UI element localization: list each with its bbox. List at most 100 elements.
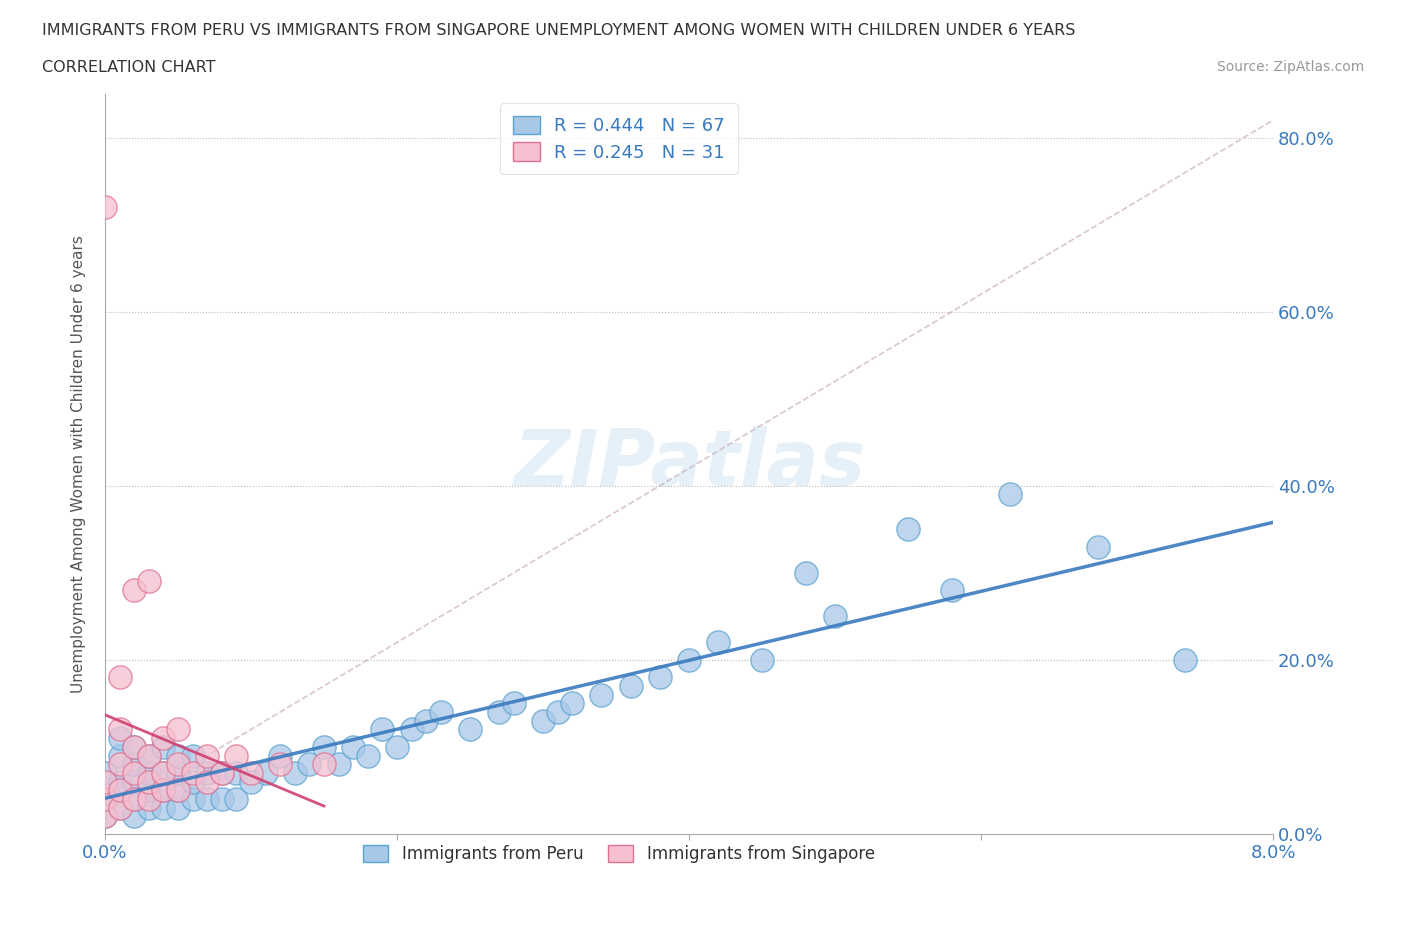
Point (138, 791, 160, 806)
Point (152, 739, 174, 754)
Point (138, 774, 160, 789)
Point (152, 731, 174, 746)
Point (385, 739, 408, 754)
Point (108, 783, 131, 798)
Point (108, 774, 131, 789)
Point (167, 757, 190, 772)
Point (152, 765, 174, 780)
Point (94, 791, 117, 806)
Point (225, 765, 247, 780)
Point (94, 765, 117, 780)
Point (152, 783, 174, 798)
Point (415, 713, 437, 728)
Point (1174, 652, 1197, 667)
Point (94, 200, 117, 215)
Point (357, 748, 380, 763)
Point (430, 705, 453, 720)
Point (138, 765, 160, 780)
Point (298, 757, 321, 772)
Point (240, 765, 263, 780)
Point (941, 583, 963, 598)
Point (94, 809, 117, 824)
Point (561, 696, 583, 711)
Point (284, 765, 307, 780)
Text: IMMIGRANTS FROM PERU VS IMMIGRANTS FROM SINGAPORE UNEMPLOYMENT AMONG WOMEN WITH : IMMIGRANTS FROM PERU VS IMMIGRANTS FROM … (42, 23, 1076, 38)
Point (195, 774, 218, 789)
Point (195, 748, 218, 763)
Point (94, 774, 117, 789)
Point (167, 722, 190, 737)
Point (167, 783, 190, 798)
Legend: Immigrants from Peru, Immigrants from Singapore: Immigrants from Peru, Immigrants from Si… (357, 839, 882, 870)
Point (122, 757, 145, 772)
Point (342, 739, 364, 754)
Point (108, 783, 131, 798)
Point (547, 705, 569, 720)
Point (240, 774, 263, 789)
Point (707, 635, 730, 650)
Point (211, 765, 233, 780)
Point (181, 748, 204, 763)
Point (1000, 487, 1022, 502)
Point (122, 809, 145, 824)
Point (371, 722, 394, 737)
Point (108, 670, 131, 684)
Point (167, 801, 190, 816)
Point (225, 791, 247, 806)
Text: CORRELATION CHART: CORRELATION CHART (42, 60, 215, 75)
Point (269, 748, 291, 763)
Point (108, 748, 131, 763)
Point (94, 791, 117, 806)
Point (678, 652, 700, 667)
Point (108, 722, 131, 737)
Point (195, 791, 218, 806)
Point (211, 765, 233, 780)
Point (269, 757, 291, 772)
Point (312, 739, 335, 754)
Point (152, 765, 174, 780)
Point (181, 791, 204, 806)
Point (502, 696, 524, 711)
Point (138, 801, 160, 816)
Point (897, 522, 920, 537)
Point (122, 739, 145, 754)
Point (794, 565, 817, 580)
Point (648, 670, 671, 684)
Point (108, 757, 131, 772)
Point (620, 679, 643, 694)
Point (167, 783, 190, 798)
Point (108, 731, 131, 746)
Point (824, 609, 846, 624)
Point (328, 757, 350, 772)
Point (94, 809, 117, 824)
Point (167, 748, 190, 763)
Point (1087, 539, 1109, 554)
Point (122, 791, 145, 806)
Point (138, 783, 160, 798)
Y-axis label: Unemployment Among Women with Children Under 6 years: Unemployment Among Women with Children U… (72, 235, 86, 693)
Point (531, 713, 554, 728)
Point (152, 801, 174, 816)
Point (254, 765, 277, 780)
Point (488, 705, 510, 720)
Point (312, 757, 335, 772)
Point (181, 774, 204, 789)
Point (138, 574, 160, 589)
Point (591, 687, 613, 702)
Point (751, 652, 773, 667)
Point (458, 722, 481, 737)
Point (167, 765, 190, 780)
Point (152, 783, 174, 798)
Point (401, 722, 423, 737)
Point (108, 801, 131, 816)
Point (138, 748, 160, 763)
Point (195, 765, 218, 780)
Point (122, 791, 145, 806)
Text: Source: ZipAtlas.com: Source: ZipAtlas.com (1216, 60, 1364, 74)
Point (122, 739, 145, 754)
Point (138, 748, 160, 763)
Point (181, 765, 204, 780)
Text: ZIPatlas: ZIPatlas (513, 426, 865, 502)
Point (108, 801, 131, 816)
Point (211, 791, 233, 806)
